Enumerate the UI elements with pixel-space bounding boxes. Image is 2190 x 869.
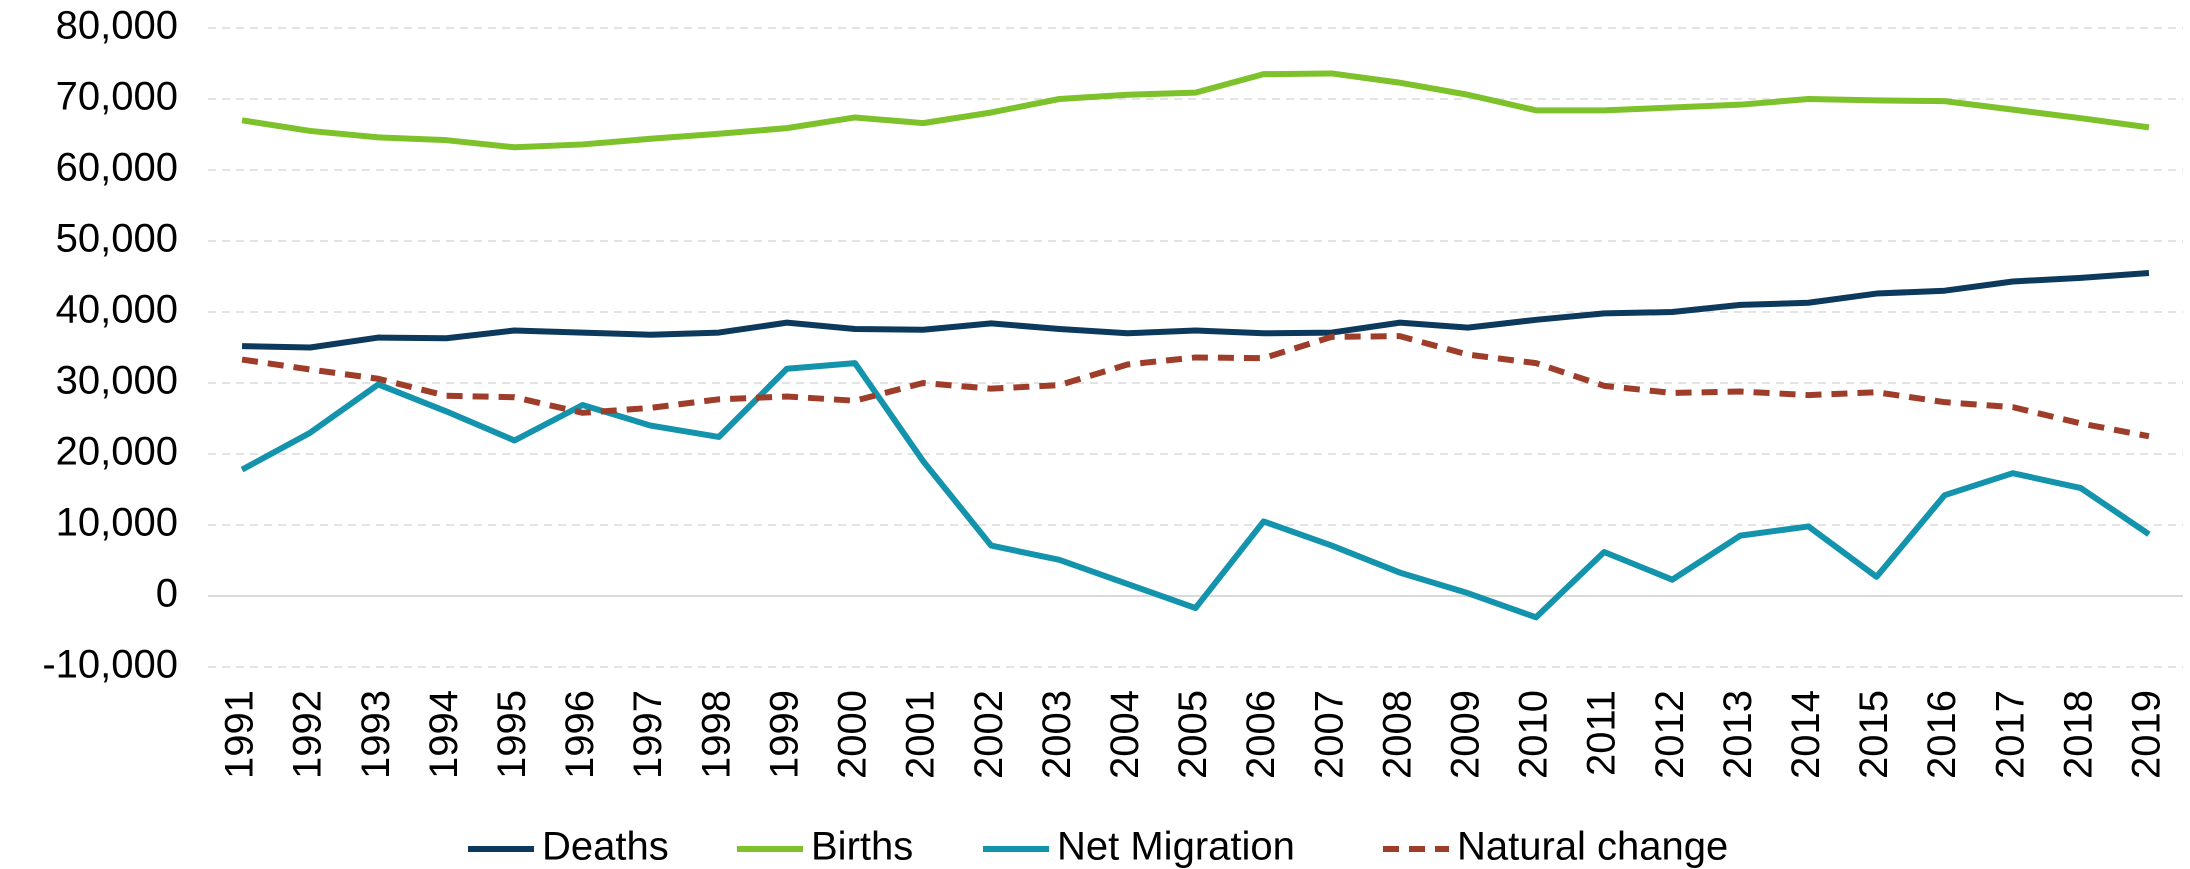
x-tick-label: 2006 <box>1239 690 1283 779</box>
y-tick-label: -10,000 <box>42 643 178 687</box>
x-tick-label: 2011 <box>1580 690 1624 776</box>
x-tick-label: 2012 <box>1648 690 1692 779</box>
x-tick-label: 2013 <box>1716 690 1760 779</box>
x-tick-label: 2009 <box>1443 690 1487 779</box>
x-tick-label: 1998 <box>694 690 738 779</box>
x-tick-label: 2005 <box>1171 690 1215 779</box>
x-tick-label: 1994 <box>422 690 466 779</box>
x-tick-label: 1992 <box>286 690 330 779</box>
y-tick-label: 50,000 <box>56 217 178 261</box>
x-tick-label: 2016 <box>1920 690 1964 779</box>
x-tick-label: 1995 <box>490 690 534 779</box>
x-tick-label: 2010 <box>1512 690 1556 779</box>
x-tick-label: 2008 <box>1375 690 1419 779</box>
x-tick-label: 2001 <box>899 690 943 779</box>
x-tick-label: 2003 <box>1035 690 1079 779</box>
x-tick-label: 2015 <box>1852 690 1896 779</box>
legend-label: Births <box>811 825 913 869</box>
legend-label: Net Migration <box>1057 825 1295 869</box>
x-tick-label: 2018 <box>2056 690 2100 779</box>
y-tick-label: 70,000 <box>56 75 178 119</box>
x-tick-label: 1991 <box>218 690 262 779</box>
y-tick-label: 80,000 <box>56 4 178 48</box>
y-tick-label: 40,000 <box>56 288 178 332</box>
y-tick-label: 20,000 <box>56 430 178 474</box>
y-tick-label: 0 <box>156 572 178 616</box>
series-line <box>241 70 2150 151</box>
legend-label: Natural change <box>1457 825 1728 869</box>
series-line <box>241 333 2150 440</box>
y-tick-label: 30,000 <box>56 359 178 403</box>
x-tick-label: 1997 <box>626 690 670 779</box>
x-tick-label: 1996 <box>558 690 602 779</box>
x-tick-label: 2004 <box>1103 690 1147 779</box>
x-tick-label: 2000 <box>831 690 875 779</box>
y-tick-label: 10,000 <box>56 501 178 545</box>
x-tick-label: 2014 <box>1784 690 1828 779</box>
series-line <box>241 269 2150 351</box>
x-tick-label: 1993 <box>354 690 398 779</box>
x-tick-label: 1999 <box>762 690 806 779</box>
series-line <box>240 360 2151 621</box>
x-tick-label: 2007 <box>1307 690 1351 779</box>
x-tick-label: 2017 <box>1988 690 2032 779</box>
legend-label: Deaths <box>542 825 669 869</box>
y-tick-label: 60,000 <box>56 146 178 190</box>
x-tick-label: 2019 <box>2125 690 2169 779</box>
x-tick-label: 2002 <box>967 690 1011 779</box>
